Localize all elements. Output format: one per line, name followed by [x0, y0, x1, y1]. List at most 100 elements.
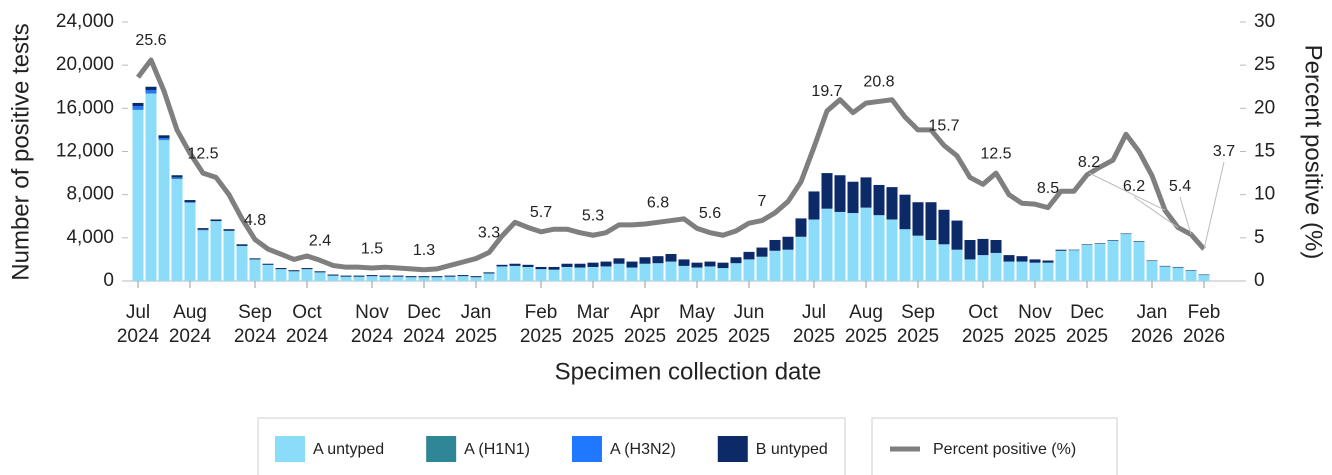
x-axis-label: Specimen collection date	[555, 358, 822, 385]
bar	[834, 175, 846, 212]
bar	[1133, 241, 1145, 281]
x-tick-label: Feb 2026	[1183, 302, 1225, 347]
bar	[353, 276, 365, 281]
data-label: 6.8	[647, 195, 669, 212]
bar	[444, 275, 456, 277]
x-tick-label: Sep 2024	[234, 302, 277, 347]
bar	[730, 257, 742, 264]
bar	[405, 276, 417, 278]
bar	[925, 239, 937, 281]
bar	[990, 239, 1002, 253]
bar	[132, 109, 144, 281]
bar	[431, 277, 443, 281]
data-label: 25.6	[135, 32, 166, 49]
bar	[1107, 239, 1119, 241]
bar	[145, 93, 157, 94]
legend-label: A (H1N1)	[464, 441, 530, 458]
data-label: 19.7	[811, 83, 842, 100]
bar	[1159, 266, 1171, 281]
bar	[210, 221, 222, 281]
y2-tick-label: 25	[1254, 54, 1275, 75]
bar	[470, 276, 482, 278]
bar	[197, 229, 209, 231]
data-label: 8.5	[1037, 180, 1059, 197]
bar	[392, 276, 404, 281]
x-tick-label: Apr 2025	[624, 302, 666, 347]
x-tick-label: Feb 2025	[520, 302, 562, 347]
bar	[808, 219, 820, 281]
data-label: 6.2	[1123, 178, 1145, 195]
bar	[262, 263, 274, 265]
bar	[925, 202, 937, 240]
data-label: 7	[758, 193, 767, 210]
bar	[1172, 266, 1184, 268]
bar	[652, 256, 664, 264]
bar	[587, 266, 599, 281]
bar	[288, 271, 300, 281]
bar	[405, 277, 417, 281]
x-tick-label: Jan 2026	[1131, 302, 1173, 347]
bar	[158, 140, 170, 281]
bar	[1120, 234, 1132, 281]
data-label: 12.5	[980, 145, 1011, 162]
data-label: 5.3	[582, 207, 604, 224]
bar	[704, 266, 716, 281]
bar	[340, 276, 352, 281]
data-label: 15.7	[928, 118, 959, 135]
bar	[184, 200, 196, 203]
bar	[886, 219, 898, 281]
data-label: 8.2	[1078, 154, 1100, 171]
bar	[522, 266, 534, 281]
bar	[457, 275, 469, 277]
bar	[977, 255, 989, 281]
bar	[639, 257, 651, 264]
bar	[743, 251, 755, 260]
bar	[327, 275, 339, 281]
bar	[1055, 250, 1067, 281]
bar	[496, 264, 508, 267]
bar	[912, 235, 924, 281]
data-label: 12.5	[187, 145, 218, 162]
x-tick-label: Jun 2025	[728, 302, 770, 347]
bar	[769, 239, 781, 251]
bar	[548, 266, 560, 270]
bar	[158, 138, 170, 140]
x-tick-label: Aug 2024	[169, 302, 212, 347]
bar	[379, 275, 391, 277]
bar	[1068, 250, 1080, 281]
bar	[717, 268, 729, 281]
bar	[197, 228, 209, 230]
y2-axis-label: Percent positive (%)	[1300, 45, 1327, 260]
bar	[132, 106, 144, 110]
bar	[847, 213, 859, 281]
bar	[1107, 240, 1119, 281]
bar	[470, 277, 482, 281]
data-label: 3.3	[478, 225, 500, 242]
bar	[613, 263, 625, 281]
bar	[366, 275, 378, 277]
y-tick-label: 16,000	[56, 97, 114, 118]
bar	[665, 261, 677, 281]
bar	[1198, 275, 1210, 281]
bar	[509, 265, 521, 281]
bar	[340, 275, 352, 277]
legend-swatch	[275, 436, 305, 462]
bar	[873, 215, 885, 281]
bar	[1042, 262, 1054, 281]
bar	[145, 93, 157, 281]
bar	[1042, 260, 1054, 263]
bar	[1159, 265, 1171, 267]
data-label: 20.8	[863, 74, 894, 91]
bar	[1055, 249, 1067, 251]
x-tick-label: Nov 2024	[351, 302, 394, 347]
y-axis-label: Number of positive tests	[7, 23, 34, 280]
data-label: 1.5	[361, 240, 383, 257]
bar	[158, 135, 170, 139]
bar	[574, 263, 586, 268]
bar	[418, 276, 430, 278]
bar	[691, 267, 703, 281]
bar	[444, 276, 456, 281]
bar	[600, 266, 612, 281]
bar	[964, 239, 976, 260]
bar	[171, 179, 183, 281]
